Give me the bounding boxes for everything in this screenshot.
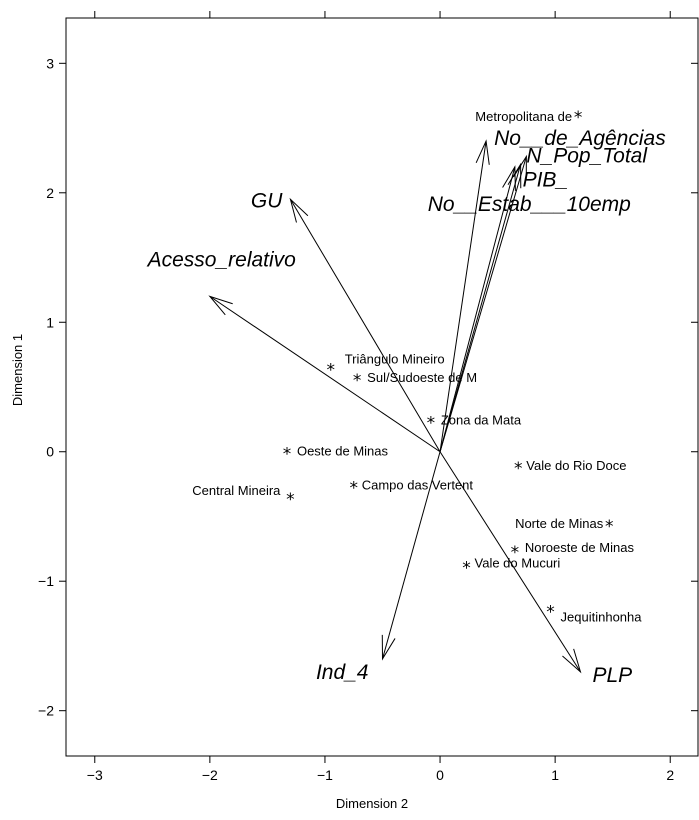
observation-marker: *: [462, 559, 471, 579]
variable-arrow: [439, 156, 527, 452]
variable-arrow: [439, 166, 516, 452]
observation-marker: *: [511, 543, 520, 563]
y-tick-label: 3: [46, 55, 54, 71]
observation-marker: *: [286, 490, 295, 510]
y-tick-label: −1: [38, 573, 54, 589]
variable-arrow: [439, 140, 487, 452]
variable-arrow: [289, 199, 441, 452]
observation-label: Norte de Minas: [515, 516, 604, 531]
observation-label: Campo das Vertent: [362, 477, 474, 492]
y-tick-label: 2: [46, 185, 54, 201]
variable-arrowhead: [381, 634, 396, 661]
observation-label: Vale do Rio Doce: [526, 458, 626, 473]
x-tick-label: 2: [666, 767, 674, 783]
variable-label: No__de_Agências: [494, 127, 666, 150]
x-tick-label: −3: [87, 767, 103, 783]
variable-label: Acesso_relativo: [146, 248, 297, 271]
variable-arrow: [382, 451, 441, 660]
observation-marker: *: [546, 603, 555, 623]
observation-label: Metropolitana de: [475, 109, 572, 124]
y-tick-label: 0: [46, 444, 54, 460]
observation-marker: *: [605, 517, 614, 537]
variable-arrow: [209, 295, 441, 453]
observation-marker: *: [349, 478, 358, 498]
observation-label: Oeste de Minas: [297, 444, 389, 459]
variable-label: No__Estab___10emp: [428, 193, 631, 216]
x-tick-label: −1: [317, 767, 333, 783]
observation-label: Noroeste de Minas: [525, 540, 635, 555]
variable-arrow: [439, 164, 522, 452]
variable-arrowhead: [208, 295, 233, 316]
variable-label: Ind_4: [316, 661, 369, 684]
observation-label: Central Mineira: [192, 483, 281, 498]
y-tick-label: 1: [46, 314, 54, 330]
observation-marker: *: [326, 361, 335, 381]
observation-label: Sul/Sudoeste de M: [367, 370, 477, 385]
observation-label: Vale do Mucuri: [475, 556, 561, 571]
variable-arrowhead: [562, 648, 582, 674]
observation-marker: *: [353, 371, 362, 391]
variable-arrowhead: [502, 165, 516, 191]
plot-frame: [65, 17, 699, 757]
observation-marker: *: [283, 445, 292, 465]
x-tick-label: 0: [436, 767, 444, 783]
variable-label: PIB_: [523, 168, 569, 191]
x-axis-label: Dimension 2: [336, 796, 408, 811]
variable-arrowhead: [475, 139, 490, 165]
variable-label: PLP: [592, 664, 632, 687]
variable-label: GU: [251, 189, 283, 212]
variable-label: N_Pop_Total: [526, 145, 648, 168]
variable-arrowhead: [513, 154, 527, 181]
observation-label: Triângulo Mineiro: [345, 352, 445, 367]
x-tick-label: −2: [202, 767, 218, 783]
observation-label: Zona da Mata: [441, 413, 522, 428]
observation-label: Jequitinhonha: [561, 610, 643, 625]
observation-marker: *: [514, 459, 523, 479]
y-tick-label: −2: [38, 703, 54, 719]
variable-arrow: [439, 451, 581, 673]
observation-marker: *: [574, 108, 583, 128]
y-axis-label: Dimension 1: [10, 334, 25, 406]
variable-arrowhead: [289, 197, 309, 223]
observation-marker: *: [427, 414, 436, 434]
x-tick-label: 1: [551, 767, 559, 783]
